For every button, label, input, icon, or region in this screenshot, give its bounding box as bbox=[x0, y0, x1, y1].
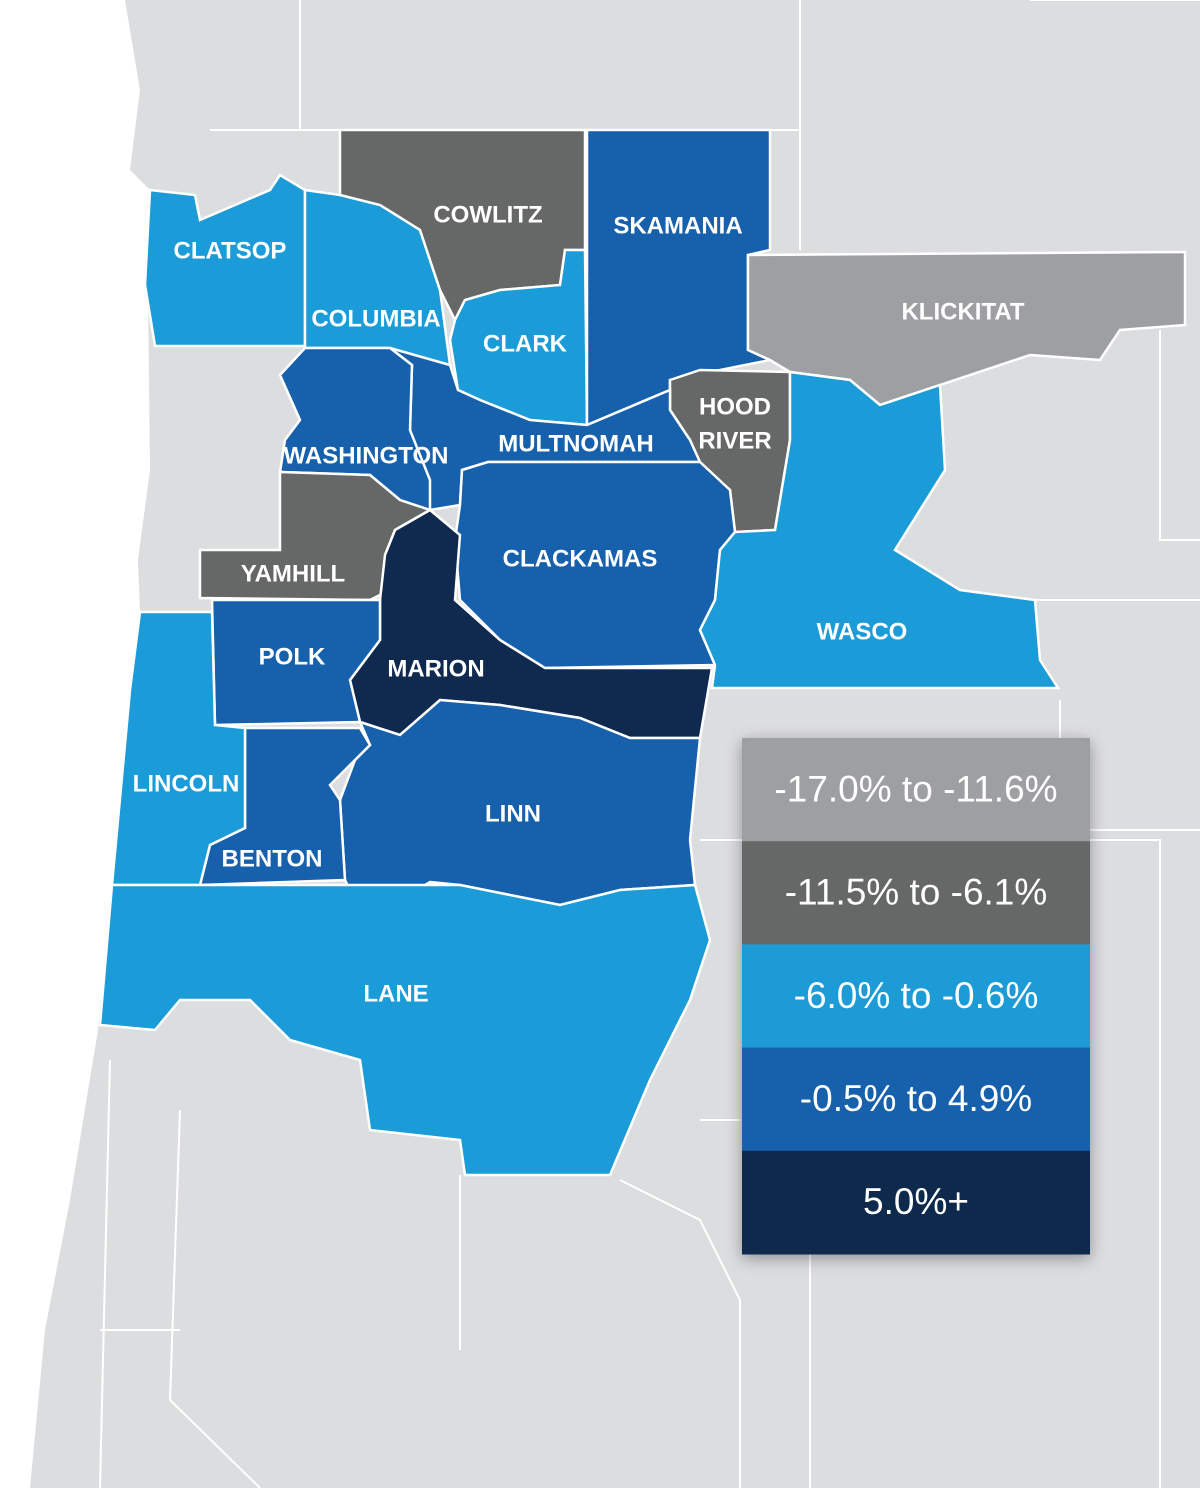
county-label: YAMHILL bbox=[241, 560, 345, 587]
legend-swatch bbox=[742, 841, 1090, 945]
county-label: LINN bbox=[485, 800, 541, 827]
legend-label: -6.0% to -0.6% bbox=[794, 975, 1039, 1016]
legend-label: -17.0% to -11.6% bbox=[774, 768, 1057, 809]
county-label: HOOD bbox=[699, 393, 771, 420]
legend-swatch bbox=[742, 944, 1090, 1049]
counties: CLATSOP COLUMBIA COWLITZ CLARK SKAMANIA KLICK… bbox=[98, 128, 1187, 1177]
county-label: WASHINGTON bbox=[284, 442, 449, 469]
legend-swatch bbox=[742, 1150, 1090, 1255]
county-label: SKAMANIA bbox=[613, 212, 742, 239]
county-label: WASCO bbox=[817, 618, 908, 645]
legend: -17.0% to -11.6% -11.5% to -6.1% -6.0% to … bbox=[742, 738, 1090, 1255]
county-label: MARION bbox=[387, 655, 484, 682]
county-label: LANE bbox=[363, 980, 428, 1007]
county-label: KLICKITAT bbox=[901, 298, 1024, 325]
county-label: CLATSOP bbox=[174, 237, 287, 264]
county-label: CLARK bbox=[483, 330, 568, 357]
legend-swatch bbox=[742, 738, 1090, 842]
legend-label: 5.0%+ bbox=[863, 1181, 969, 1222]
county-label: MULTNOMAH bbox=[498, 430, 654, 457]
county-label: LINCOLN bbox=[133, 770, 240, 797]
county-label: POLK bbox=[259, 643, 326, 670]
county-label: COLUMBIA bbox=[311, 305, 440, 332]
county-label: CLACKAMAS bbox=[503, 545, 658, 572]
county-label: RIVER bbox=[698, 427, 771, 454]
county bbox=[698, 370, 1061, 690]
county bbox=[98, 883, 712, 1177]
county bbox=[110, 610, 247, 887]
legend-swatch bbox=[742, 1047, 1090, 1152]
county-label: BENTON bbox=[222, 845, 323, 872]
legend-label: -0.5% to 4.9% bbox=[800, 1078, 1032, 1119]
legend-label: -11.5% to -6.1% bbox=[785, 872, 1048, 913]
county-label: COWLITZ bbox=[433, 201, 542, 228]
ocean bbox=[0, 0, 160, 1488]
county bbox=[143, 173, 307, 348]
